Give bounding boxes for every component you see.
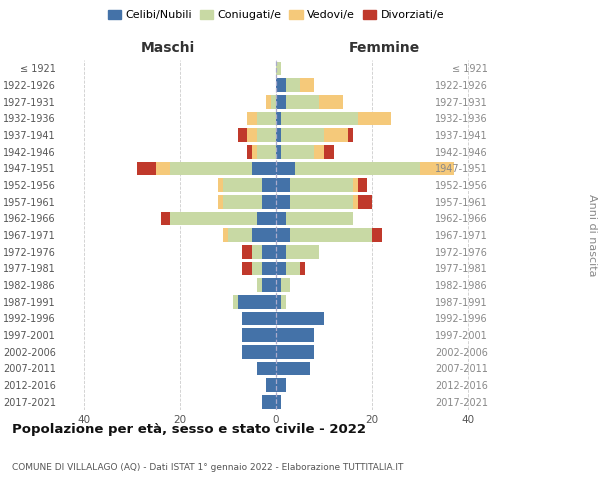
Bar: [257, 145, 276, 158]
Bar: [252, 245, 262, 258]
Bar: [300, 78, 314, 92]
Bar: [358, 195, 372, 208]
Bar: [281, 145, 314, 158]
Bar: [262, 178, 276, 192]
Bar: [266, 378, 276, 392]
Bar: [290, 228, 372, 242]
Bar: [358, 178, 367, 192]
Bar: [257, 212, 276, 225]
Text: Anni di nascita: Anni di nascita: [587, 194, 597, 276]
Bar: [358, 112, 391, 125]
Bar: [257, 128, 276, 142]
Bar: [276, 295, 281, 308]
Bar: [228, 228, 252, 242]
Bar: [262, 262, 276, 275]
Bar: [420, 162, 454, 175]
Text: Popolazione per età, sesso e stato civile - 2022: Popolazione per età, sesso e stato civil…: [12, 422, 366, 436]
Bar: [252, 262, 262, 275]
Bar: [223, 178, 262, 192]
Bar: [247, 128, 257, 142]
Bar: [300, 262, 305, 275]
Bar: [242, 328, 276, 342]
Bar: [252, 228, 276, 242]
Bar: [276, 228, 290, 242]
Bar: [218, 195, 223, 208]
Bar: [281, 278, 290, 292]
Bar: [295, 162, 420, 175]
Bar: [161, 212, 170, 225]
Bar: [281, 295, 286, 308]
Bar: [276, 345, 314, 358]
Bar: [242, 245, 252, 258]
Bar: [276, 78, 286, 92]
Bar: [266, 95, 271, 108]
Bar: [262, 245, 276, 258]
Bar: [281, 128, 324, 142]
Bar: [262, 278, 276, 292]
Bar: [247, 145, 252, 158]
Bar: [170, 212, 257, 225]
Bar: [276, 262, 286, 275]
Bar: [276, 378, 286, 392]
Bar: [252, 162, 276, 175]
Bar: [276, 245, 286, 258]
Bar: [276, 195, 290, 208]
Bar: [276, 112, 281, 125]
Bar: [262, 195, 276, 208]
Bar: [290, 195, 353, 208]
Bar: [286, 212, 353, 225]
Bar: [276, 312, 324, 325]
Text: Femmine: Femmine: [349, 41, 419, 55]
Bar: [276, 162, 295, 175]
Bar: [286, 262, 300, 275]
Bar: [372, 228, 382, 242]
Bar: [276, 278, 281, 292]
Bar: [286, 95, 319, 108]
Bar: [271, 95, 276, 108]
Bar: [156, 162, 170, 175]
Bar: [276, 328, 314, 342]
Bar: [276, 395, 281, 408]
Bar: [223, 195, 262, 208]
Bar: [257, 278, 262, 292]
Bar: [223, 228, 228, 242]
Bar: [324, 128, 348, 142]
Bar: [348, 128, 353, 142]
Bar: [276, 128, 281, 142]
Bar: [276, 362, 310, 375]
Bar: [252, 145, 257, 158]
Bar: [238, 295, 276, 308]
Bar: [137, 162, 156, 175]
Bar: [276, 62, 281, 75]
Bar: [286, 245, 319, 258]
Bar: [218, 178, 223, 192]
Bar: [276, 212, 286, 225]
Text: Maschi: Maschi: [141, 41, 195, 55]
Text: COMUNE DI VILLALAGO (AQ) - Dati ISTAT 1° gennaio 2022 - Elaborazione TUTTITALIA.: COMUNE DI VILLALAGO (AQ) - Dati ISTAT 1°…: [12, 462, 403, 471]
Bar: [238, 128, 247, 142]
Bar: [324, 145, 334, 158]
Bar: [242, 345, 276, 358]
Bar: [257, 362, 276, 375]
Bar: [242, 262, 252, 275]
Bar: [276, 145, 281, 158]
Bar: [353, 178, 358, 192]
Bar: [242, 312, 276, 325]
Bar: [286, 78, 300, 92]
Bar: [257, 112, 276, 125]
Bar: [290, 178, 353, 192]
Bar: [276, 178, 290, 192]
Bar: [319, 95, 343, 108]
Bar: [281, 112, 358, 125]
Bar: [276, 95, 286, 108]
Bar: [353, 195, 358, 208]
Bar: [233, 295, 238, 308]
Bar: [262, 395, 276, 408]
Legend: Celibi/Nubili, Coniugati/e, Vedovi/e, Divorziati/e: Celibi/Nubili, Coniugati/e, Vedovi/e, Di…: [103, 6, 449, 25]
Bar: [170, 162, 252, 175]
Bar: [314, 145, 324, 158]
Bar: [247, 112, 257, 125]
